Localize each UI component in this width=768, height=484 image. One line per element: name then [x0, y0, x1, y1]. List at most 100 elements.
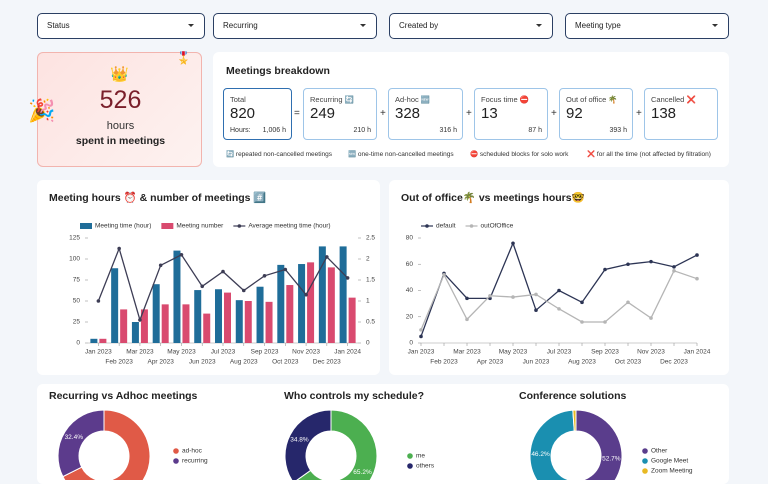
legend-swatch: [407, 453, 413, 459]
metric-label: Recurring 🔄: [310, 95, 354, 104]
legend-label: Zoom Meeting: [651, 468, 693, 475]
legend-label: Meeting time (hour): [95, 223, 151, 230]
point: [221, 269, 225, 274]
x-tick-label: Jan 2024: [334, 349, 361, 356]
bar: [120, 309, 128, 343]
legend-swatch: [173, 448, 179, 454]
x-tick-label: Mar 2023: [126, 349, 154, 356]
chart-title: Meeting hours ⏰ & number of meetings #️⃣: [49, 191, 267, 204]
bar: [307, 262, 315, 343]
note: 🔄 repeated non-cancelled meetings: [226, 151, 333, 158]
legend-label: Average meeting time (hour): [248, 223, 330, 230]
metric-label: Cancelled ❌: [651, 95, 696, 104]
point: [465, 296, 469, 301]
bar: [203, 313, 211, 343]
bar: [99, 338, 107, 343]
metric-hours: 1,006 h: [262, 127, 286, 134]
y-tick-label: 40: [406, 287, 414, 294]
summary-party: 🎉: [28, 98, 56, 123]
metric-value: 92: [566, 105, 583, 122]
point: [603, 320, 607, 324]
bar: [90, 338, 98, 343]
bar: [265, 301, 273, 343]
point: [179, 253, 184, 257]
metric-value: 138: [651, 105, 677, 122]
summary-unit: hours: [106, 120, 135, 132]
point: [96, 299, 101, 303]
x-tick-label: Nov 2023: [292, 349, 320, 356]
x-tick-label: May 2023: [499, 349, 528, 356]
point: [672, 265, 676, 269]
legend-swatch: [407, 463, 413, 469]
metric-value: 820: [230, 105, 256, 122]
slice-label: 65.2%: [353, 469, 372, 476]
operator: =: [294, 108, 300, 119]
breakdown-card: [213, 52, 729, 167]
breakdown-title: Meetings breakdown: [226, 65, 330, 77]
point: [695, 276, 699, 281]
point: [419, 334, 423, 339]
filter-dropdown[interactable]: Created by: [389, 13, 553, 39]
x-tick-label: Apr 2023: [147, 359, 174, 366]
point: [138, 318, 142, 322]
metric-label: Focus time ⛔: [481, 95, 530, 104]
y2-tick-label: 0: [366, 340, 370, 347]
legend-swatch: [469, 224, 474, 228]
bar: [256, 286, 264, 343]
point: [442, 272, 446, 277]
x-tick-label: Jun 2023: [189, 359, 216, 366]
y-tick-label: 25: [73, 319, 81, 326]
legend-swatch: [161, 223, 174, 229]
bar: [348, 297, 356, 343]
y-tick-label: 75: [73, 277, 81, 284]
note: ⛔ scheduled blocks for solo work: [470, 151, 569, 158]
point: [534, 292, 538, 297]
bar: [277, 264, 285, 343]
point: [626, 300, 630, 305]
summary-icon: 👑: [110, 66, 129, 83]
x-tick-label: Feb 2023: [430, 359, 458, 366]
x-tick-label: Aug 2023: [230, 359, 258, 366]
filter-dropdown[interactable]: Recurring: [213, 13, 377, 39]
bar: [339, 246, 347, 343]
point: [419, 328, 423, 332]
bar: [111, 268, 119, 343]
y-tick-label: 80: [406, 235, 414, 242]
bar: [298, 264, 306, 343]
legend-swatch: [80, 223, 92, 229]
point: [262, 274, 267, 278]
point: [325, 255, 329, 259]
y2-tick-label: 1: [366, 298, 370, 305]
bar: [224, 292, 231, 343]
metric-value: 13: [481, 105, 498, 122]
legend-label: Other: [651, 448, 668, 455]
point: [534, 308, 538, 312]
point: [695, 253, 699, 257]
legend-label: me: [416, 453, 425, 460]
point: [557, 307, 561, 311]
operator: +: [466, 108, 472, 119]
metric-hours: 87 h: [528, 127, 542, 134]
donut-slice: [296, 409, 378, 480]
filter-dropdown[interactable]: Meeting type: [565, 13, 729, 39]
point: [580, 320, 584, 324]
chart-title: Recurring vs Adhoc meetings: [49, 390, 198, 402]
y2-tick-label: 2.5: [366, 235, 375, 242]
metric-hours: 210 h: [353, 127, 371, 134]
x-tick-label: Sep 2023: [591, 349, 619, 356]
legend-label: ad-hoc: [182, 448, 203, 455]
donut-slice: [575, 409, 623, 480]
point: [511, 295, 515, 299]
metric-box: Recurring 🔄 249 210 h: [303, 88, 377, 140]
point: [117, 246, 121, 251]
x-tick-label: Apr 2023: [477, 359, 504, 366]
x-tick-label: Jun 2023: [523, 359, 550, 366]
bar: [140, 309, 148, 343]
bar: [244, 301, 252, 343]
x-tick-label: Dec 2023: [313, 359, 341, 366]
x-tick-label: Mar 2023: [453, 349, 481, 356]
bar: [235, 300, 243, 343]
filter-dropdown[interactable]: Status: [37, 13, 205, 39]
legend-label: Google Meet: [651, 458, 688, 465]
line: [420, 270, 698, 331]
